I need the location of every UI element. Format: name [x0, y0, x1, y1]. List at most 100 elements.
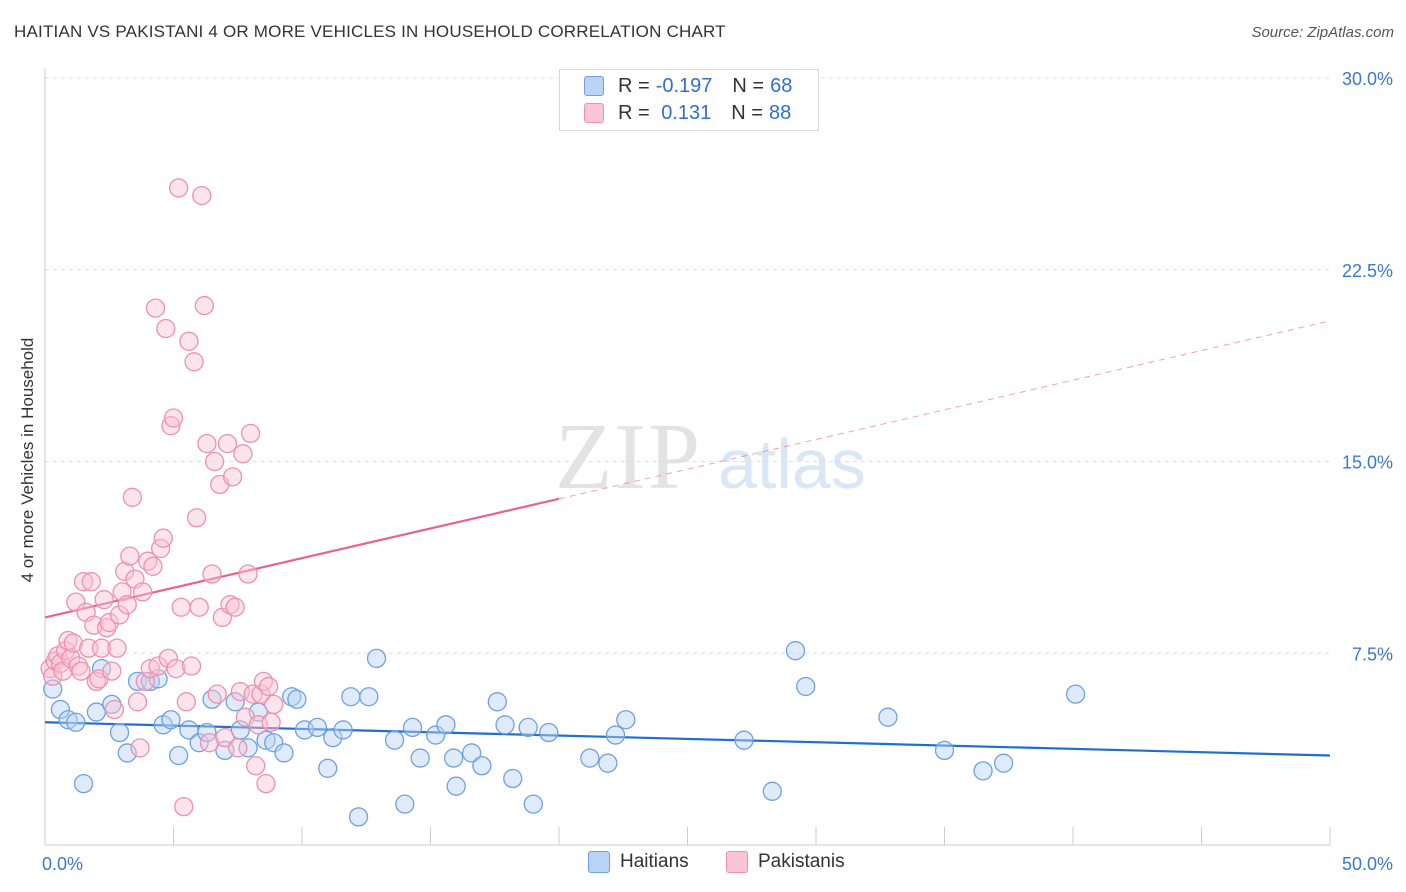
haitian-trend-line — [44, 721, 1331, 757]
haitian-point-67 — [1065, 684, 1086, 704]
x-tick-label-min: 0.0% — [42, 854, 83, 874]
pakistani-point-77 — [238, 564, 258, 584]
haitian-point-37 — [359, 687, 379, 707]
pakistani-point-84 — [256, 773, 276, 794]
pakistani-point-58 — [189, 597, 209, 617]
haitian-point-34 — [333, 720, 353, 740]
pakistani-point-41 — [145, 298, 166, 318]
haitian-point-29 — [287, 689, 307, 709]
pakistani-point-47 — [161, 416, 181, 436]
haitian-point-23 — [238, 738, 258, 758]
pakistani-point-51 — [171, 597, 191, 617]
pakistani-point-79 — [243, 684, 263, 704]
pakistani-point-29 — [115, 561, 135, 582]
haitian-point-59 — [734, 730, 754, 750]
pakistani-point-62 — [199, 733, 220, 753]
pakistani-point-52 — [174, 797, 194, 817]
haitian-point-2 — [58, 710, 78, 730]
pakistani-point-56 — [184, 352, 204, 372]
haitian-point-64 — [934, 740, 955, 761]
haitian-point-57 — [605, 725, 626, 745]
haitian-point-31 — [307, 717, 328, 738]
pakistani-point-20 — [91, 638, 112, 658]
pakistani-point-35 — [130, 738, 150, 758]
pakistani-point-64 — [204, 451, 225, 472]
haitian-swatch — [584, 76, 604, 96]
haitian-point-33 — [323, 727, 343, 748]
haitian-point-46 — [446, 776, 466, 796]
pakistani-point-61 — [197, 433, 217, 454]
pakistani-point-8 — [61, 648, 81, 669]
haitian-point-61 — [785, 641, 806, 661]
pakistani-point-78 — [240, 423, 261, 444]
pakistani-point-10 — [66, 592, 86, 612]
pakistani-point-9 — [63, 633, 83, 653]
pakistani-point-69 — [217, 433, 238, 454]
y-axis-label: 4 or more Vehicles in Household — [18, 337, 37, 583]
pakistani-point-24 — [102, 661, 122, 681]
pakistani-swatch — [584, 103, 604, 123]
haitian-point-39 — [384, 730, 405, 750]
haitian-point-52 — [518, 717, 538, 738]
n-label: N = — [732, 74, 765, 97]
n-value: 68 — [770, 74, 793, 97]
chart-title: HAITIAN VS PAKISTANI 4 OR MORE VEHICLES … — [14, 22, 726, 41]
pakistani-point-54 — [179, 331, 199, 351]
haitian-point-60 — [762, 781, 782, 801]
r-value: 0.131 — [655, 101, 712, 124]
legend-label-pakistanis: Pakistanis — [758, 851, 845, 872]
series-legend: Haitians Pakistanis — [0, 851, 1406, 877]
pakistani-point-71 — [222, 467, 243, 487]
haitian-point-54 — [539, 722, 559, 743]
pakistani-point-85 — [258, 676, 279, 697]
pakistani-point-26 — [107, 638, 127, 658]
pakistani-point-53 — [176, 692, 197, 712]
source-label: Source: ZipAtlas.com — [1251, 24, 1394, 41]
haitian-point-44 — [436, 715, 456, 735]
pakistani-point-40 — [143, 556, 163, 576]
haitian-point-14 — [161, 710, 181, 730]
pakistani-point-39 — [140, 658, 161, 679]
pakistani-point-48 — [163, 408, 184, 428]
haitian-swatch — [588, 851, 610, 873]
pakistani-swatch — [726, 851, 748, 873]
haitian-point-53 — [523, 794, 543, 814]
pakistani-point-86 — [261, 712, 281, 732]
pakistani-point-55 — [181, 656, 202, 676]
y-tick-label-2: 22.5% — [1342, 261, 1393, 281]
pakistani-point-11 — [68, 656, 89, 676]
pakistani-point-65 — [207, 684, 227, 704]
pakistani-point-18 — [86, 671, 107, 692]
haitian-point-7 — [102, 694, 122, 715]
pakistani-point-59 — [192, 185, 212, 206]
haitian-point-58 — [616, 710, 636, 730]
legend-item-haitians[interactable]: Haitians — [588, 851, 689, 873]
pakistani-point-57 — [186, 508, 207, 528]
haitian-point-65 — [973, 761, 993, 781]
haitian-point-55 — [580, 748, 600, 768]
haitian-point-17 — [189, 733, 209, 753]
watermark: ZIP atlas — [555, 405, 866, 509]
haitian-point-62 — [796, 676, 816, 697]
pakistani-point-28 — [112, 582, 132, 602]
haitian-point-35 — [341, 687, 361, 707]
pakistani-point-87 — [264, 694, 284, 715]
n-value: 88 — [768, 101, 792, 124]
pakistani-point-72 — [225, 597, 245, 617]
haitian-point-28 — [282, 687, 302, 707]
haitian-point-32 — [318, 758, 338, 778]
haitian-point-43 — [425, 725, 446, 745]
pakistani-point-22 — [97, 618, 117, 638]
haitian-point-66 — [993, 753, 1014, 773]
haitian-point-3 — [66, 712, 86, 732]
legend-item-pakistanis[interactable]: Pakistanis — [726, 851, 845, 873]
pakistani-point-16 — [81, 572, 101, 592]
r-label: R = — [618, 101, 650, 124]
pakistani-point-70 — [220, 595, 240, 615]
haitian-point-1 — [50, 699, 71, 720]
haitian-point-21 — [225, 692, 245, 712]
haitian-point-42 — [410, 748, 430, 768]
haitian-point-50 — [495, 715, 515, 735]
haitian-point-48 — [472, 756, 492, 776]
